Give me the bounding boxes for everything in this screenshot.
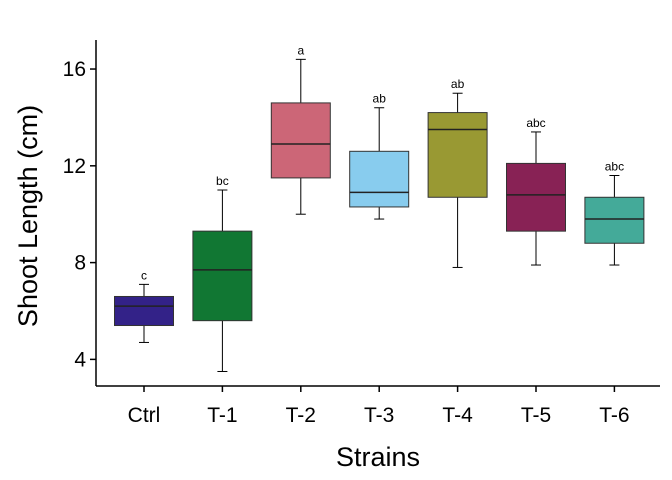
box-group: a <box>270 43 331 215</box>
box-rect <box>270 102 331 179</box>
box-rect <box>584 196 645 244</box>
y-tick-label: 12 <box>63 155 86 178</box>
y-tick-label: 16 <box>63 58 86 81</box>
box-group: abc <box>506 116 566 266</box>
x-axis: Ctrl T-1 T-2 T-3 T-4 T-5 T-6 <box>128 386 630 427</box>
x-axis-title: Strains <box>336 442 420 472</box>
box-group: ab <box>349 92 410 220</box>
box-group: c <box>114 268 174 343</box>
box-rect <box>506 162 566 232</box>
y-tick-label: 8 <box>74 252 86 275</box>
significance-label: c <box>141 268 147 282</box>
box-rect <box>427 112 488 198</box>
x-tick-label: T-6 <box>599 404 629 427</box>
x-tick-label: T-2 <box>286 404 316 427</box>
box-group: ab <box>427 77 488 268</box>
y-tick-label: 4 <box>74 348 86 371</box>
box-rect <box>114 295 174 327</box>
x-tick-label: T-4 <box>442 404 473 427</box>
significance-label: ab <box>451 77 465 91</box>
y-axis-title: Shoot Length (cm) <box>13 105 43 327</box>
box-group: abc <box>584 159 645 266</box>
plot-area: c bc a ab ab abc abc <box>114 43 645 372</box>
significance-label: abc <box>605 159 624 173</box>
significance-label: abc <box>526 116 545 130</box>
x-tick-label: T-5 <box>521 404 551 427</box>
x-tick-label: Ctrl <box>128 404 161 427</box>
significance-label: bc <box>216 174 229 188</box>
significance-label: ab <box>373 92 387 106</box>
significance-label: a <box>297 43 304 57</box>
box-rect <box>192 230 253 322</box>
x-tick-label: T-1 <box>207 404 237 427</box>
box-group: bc <box>192 174 253 372</box>
y-axis: 4 8 12 16 <box>63 58 96 371</box>
box-rect <box>349 150 410 208</box>
x-tick-label: T-3 <box>364 404 394 427</box>
